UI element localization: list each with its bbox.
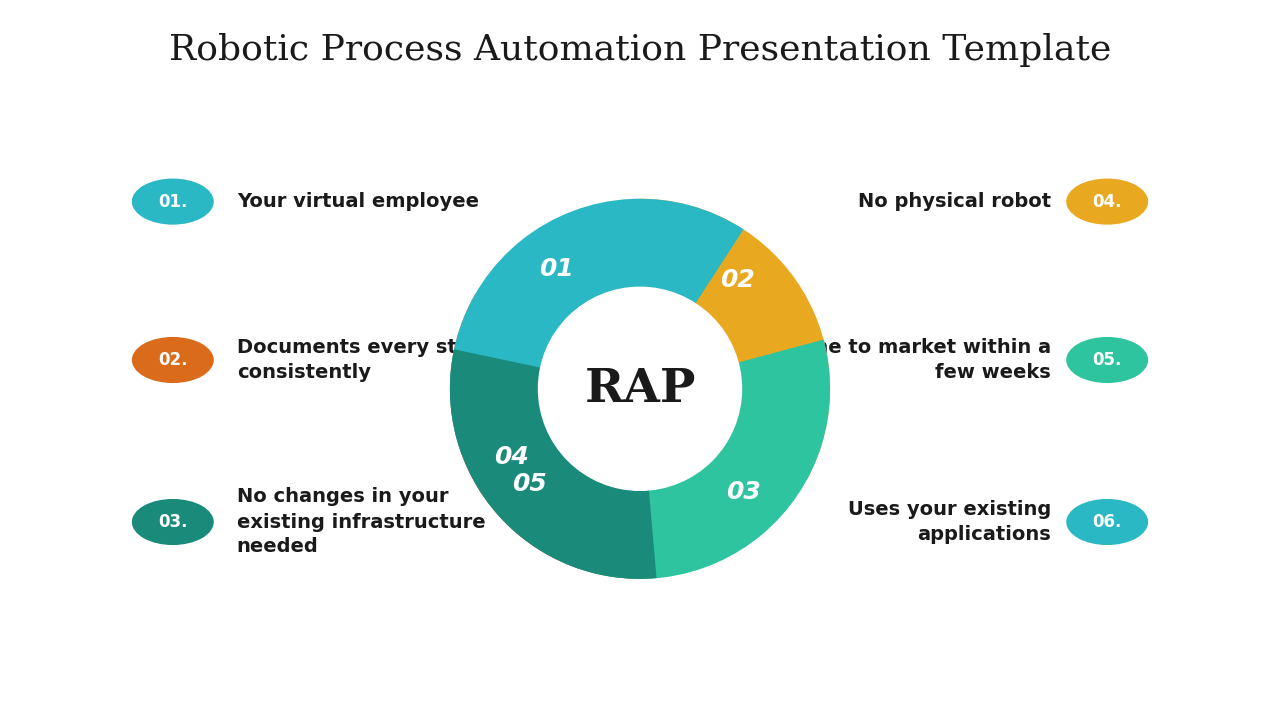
Text: No changes in your
existing infrastructure
needed: No changes in your existing infrastructu… <box>237 487 485 557</box>
Text: Your virtual employee: Your virtual employee <box>237 192 479 211</box>
Circle shape <box>1066 179 1148 225</box>
Wedge shape <box>451 199 744 454</box>
Wedge shape <box>559 340 829 579</box>
Text: RAP: RAP <box>584 366 696 412</box>
Text: 04.: 04. <box>1092 192 1123 210</box>
Text: 05.: 05. <box>1093 351 1121 369</box>
Text: 01: 01 <box>539 257 573 282</box>
Text: 03.: 03. <box>157 513 188 531</box>
Wedge shape <box>640 199 829 478</box>
Text: No physical robot: No physical robot <box>858 192 1051 211</box>
Text: Time to market within a
few weeks: Time to market within a few weeks <box>787 338 1051 382</box>
Circle shape <box>132 337 214 383</box>
Circle shape <box>132 499 214 545</box>
Text: Uses your existing
applications: Uses your existing applications <box>847 500 1051 544</box>
Text: 05: 05 <box>512 472 548 497</box>
Text: 01.: 01. <box>159 192 187 210</box>
Text: Documents every step
consistently: Documents every step consistently <box>237 338 484 382</box>
Text: 04: 04 <box>494 445 529 469</box>
Wedge shape <box>451 349 657 579</box>
Text: 06.: 06. <box>1093 513 1121 531</box>
Circle shape <box>1066 337 1148 383</box>
Text: Robotic Process Automation Presentation Template: Robotic Process Automation Presentation … <box>169 33 1111 68</box>
Circle shape <box>1066 499 1148 545</box>
Text: 02: 02 <box>721 269 755 292</box>
Text: 03: 03 <box>726 480 760 504</box>
Circle shape <box>132 179 214 225</box>
Wedge shape <box>451 294 646 579</box>
Circle shape <box>539 287 741 490</box>
Text: 02.: 02. <box>157 351 188 369</box>
